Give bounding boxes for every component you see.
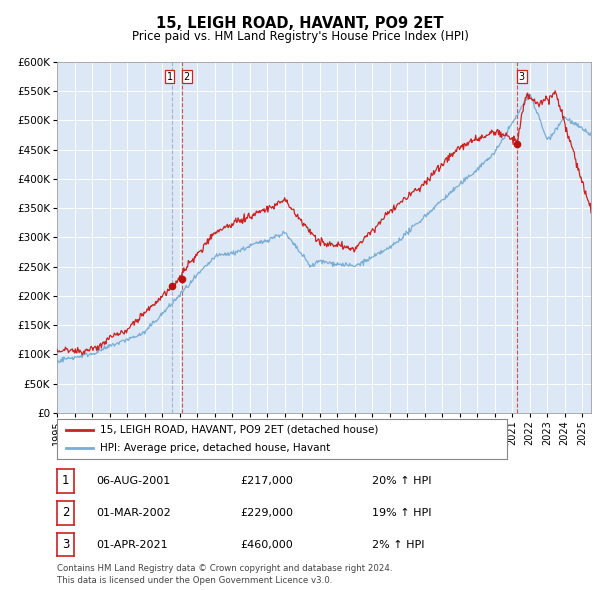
Text: 2% ↑ HPI: 2% ↑ HPI	[372, 540, 425, 549]
Text: Contains HM Land Registry data © Crown copyright and database right 2024.
This d: Contains HM Land Registry data © Crown c…	[57, 565, 392, 585]
Text: 3: 3	[519, 71, 525, 81]
Text: 20% ↑ HPI: 20% ↑ HPI	[372, 476, 431, 486]
Text: £460,000: £460,000	[240, 540, 293, 549]
Text: HPI: Average price, detached house, Havant: HPI: Average price, detached house, Hava…	[100, 443, 330, 453]
Text: 01-APR-2021: 01-APR-2021	[96, 540, 167, 549]
Text: 06-AUG-2001: 06-AUG-2001	[96, 476, 170, 486]
Text: 01-MAR-2002: 01-MAR-2002	[96, 508, 171, 517]
Text: 2: 2	[184, 71, 190, 81]
Text: £217,000: £217,000	[240, 476, 293, 486]
Text: 1: 1	[167, 71, 173, 81]
Text: 15, LEIGH ROAD, HAVANT, PO9 2ET (detached house): 15, LEIGH ROAD, HAVANT, PO9 2ET (detache…	[100, 425, 378, 435]
Text: 2: 2	[62, 506, 69, 519]
Text: 15, LEIGH ROAD, HAVANT, PO9 2ET: 15, LEIGH ROAD, HAVANT, PO9 2ET	[156, 16, 444, 31]
Text: Price paid vs. HM Land Registry's House Price Index (HPI): Price paid vs. HM Land Registry's House …	[131, 30, 469, 43]
Text: £229,000: £229,000	[240, 508, 293, 517]
Text: 19% ↑ HPI: 19% ↑ HPI	[372, 508, 431, 517]
Text: 1: 1	[62, 474, 69, 487]
Text: 3: 3	[62, 538, 69, 551]
